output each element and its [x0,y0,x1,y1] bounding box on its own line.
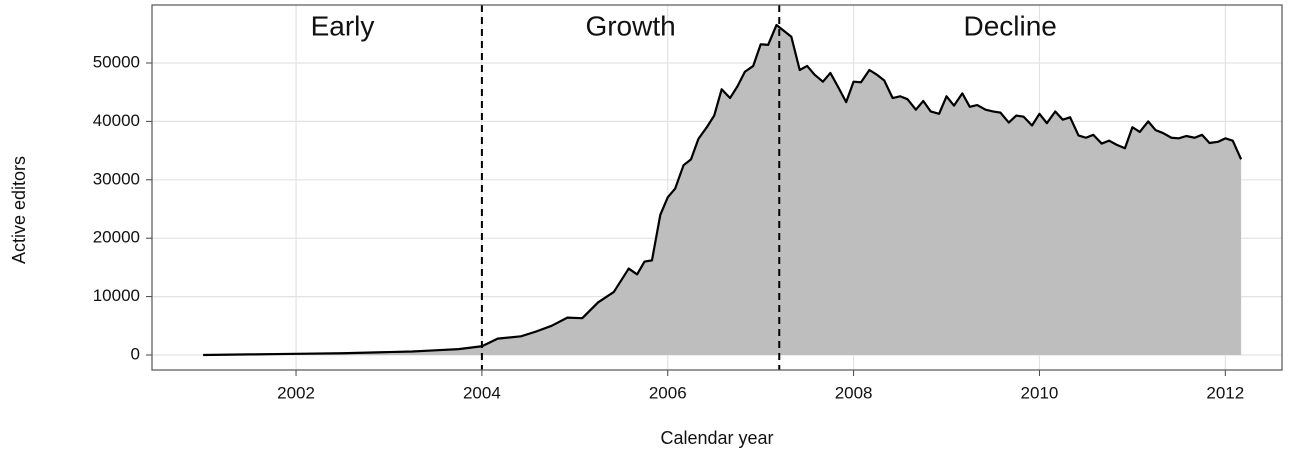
y-tick-label: 50000 [93,52,140,71]
plot-border [151,4,1283,371]
phase-label: Growth [585,10,675,41]
line [203,23,1243,357]
y-tick-label: 40000 [93,111,140,130]
y-tick-label: 30000 [93,169,140,188]
phase-label: Decline [963,10,1056,41]
y-axis-title: Active editors [9,156,29,264]
y-tick-label: 0 [131,344,140,363]
x-tick-label: 2012 [1206,383,1244,402]
y-tick-label: 10000 [93,286,140,305]
x-tick-label: 2004 [463,383,501,402]
x-tick-label: 2008 [835,383,873,402]
phase-label: Early [311,10,375,41]
x-axis-title: Calendar year [660,428,773,448]
x-tick-label: 2010 [1021,383,1059,402]
x-tick-label: 2002 [277,383,315,402]
y-tick-label: 20000 [93,228,140,247]
x-tick-label: 2006 [649,383,687,402]
